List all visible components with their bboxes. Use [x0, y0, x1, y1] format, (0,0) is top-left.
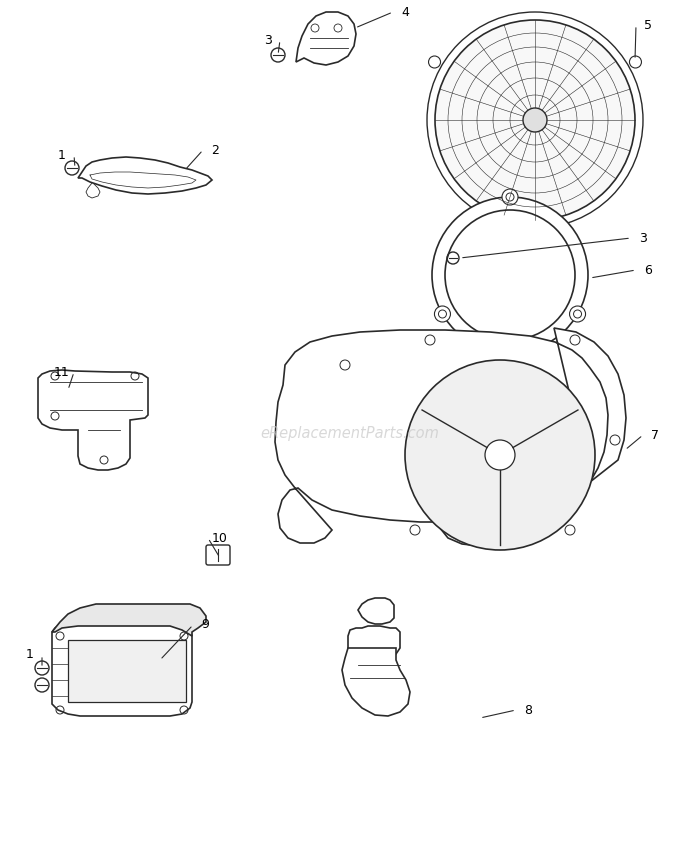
Text: 3: 3 [639, 231, 647, 245]
FancyBboxPatch shape [206, 545, 230, 565]
Text: 8: 8 [524, 704, 532, 717]
Circle shape [529, 230, 541, 242]
Circle shape [630, 56, 642, 68]
Text: 9: 9 [201, 619, 209, 632]
Text: eReplacementParts.com: eReplacementParts.com [260, 426, 439, 441]
Bar [68, 640, 186, 702]
Text: 4: 4 [401, 5, 409, 19]
Text: 1: 1 [58, 149, 66, 162]
Circle shape [445, 210, 575, 340]
Polygon shape [348, 626, 400, 660]
Text: 7: 7 [651, 428, 659, 441]
Polygon shape [52, 622, 192, 716]
Polygon shape [342, 648, 410, 716]
Polygon shape [275, 328, 626, 546]
Circle shape [485, 440, 515, 470]
Polygon shape [52, 604, 206, 636]
Polygon shape [296, 12, 356, 65]
Circle shape [405, 360, 595, 550]
Circle shape [435, 306, 450, 322]
Text: 2: 2 [211, 144, 219, 156]
Text: 1: 1 [26, 649, 34, 661]
Text: 10: 10 [212, 531, 228, 545]
Circle shape [570, 306, 586, 322]
Text: 11: 11 [54, 366, 70, 378]
Circle shape [523, 108, 547, 132]
Circle shape [435, 20, 635, 220]
Circle shape [432, 197, 588, 353]
Text: 6: 6 [644, 264, 652, 276]
Polygon shape [38, 370, 148, 470]
Circle shape [502, 189, 518, 205]
Text: 5: 5 [644, 19, 652, 31]
Circle shape [428, 56, 440, 68]
Polygon shape [358, 598, 394, 624]
Polygon shape [78, 157, 212, 194]
Text: 3: 3 [264, 33, 272, 47]
